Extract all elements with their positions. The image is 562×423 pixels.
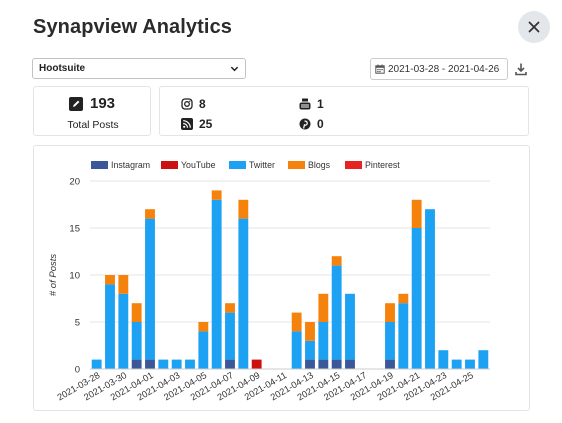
download-icon[interactable]: [514, 62, 528, 76]
chevron-down-icon: [230, 66, 239, 72]
total-posts-label: Total Posts: [67, 119, 119, 131]
bar-segment: [438, 350, 449, 369]
bar-segment: [305, 340, 315, 360]
legend-swatch: [91, 161, 108, 169]
bar-segment: [145, 359, 155, 369]
bar-segment: [251, 359, 262, 369]
bar-segment: [305, 322, 315, 341]
total-posts-count: 193: [90, 95, 116, 112]
y-axis-label: # of Posts: [48, 254, 59, 296]
bar-segment: [105, 284, 115, 369]
bar-segment: [345, 293, 355, 360]
bar-segment: [385, 322, 395, 360]
bar-segment: [331, 256, 342, 266]
bar-segment: [331, 265, 342, 360]
bar-segment: [211, 190, 222, 200]
close-icon: [528, 21, 540, 33]
bar-segment: [478, 350, 489, 369]
y-tick-label: 15: [69, 224, 80, 235]
bar-segment: [318, 359, 329, 369]
bar-segment: [171, 359, 182, 369]
pencil-icon: [69, 96, 83, 111]
instagram-count: 8: [181, 97, 206, 111]
close-button[interactable]: [518, 11, 550, 43]
bar-segment: [225, 303, 235, 313]
bar-segment: [225, 359, 235, 369]
bar-segment: [411, 199, 422, 228]
rss-count: 25: [181, 117, 212, 131]
legend-label: Pinterest: [365, 160, 400, 170]
bar-segment: [185, 359, 195, 369]
bar-segment: [238, 218, 249, 369]
bar-segment: [345, 359, 355, 369]
bar-segment: [91, 359, 102, 369]
bar-segment: [198, 322, 209, 332]
legend-swatch: [345, 161, 362, 169]
bar-segment: [411, 228, 422, 369]
calendar-icon: [375, 64, 385, 74]
y-tick-label: 10: [69, 271, 80, 282]
bar-segment: [131, 359, 142, 369]
bar-segment: [158, 359, 169, 369]
legend-swatch: [161, 161, 178, 169]
bar-segment: [318, 293, 329, 322]
bar-segment: [118, 275, 129, 294]
pinterest-count: 0: [299, 117, 324, 131]
youtube-count: 1: [299, 97, 324, 111]
bar-segment: [425, 209, 435, 369]
date-range-value: 2021-03-28 - 2021-04-26: [388, 63, 500, 75]
account-select-value: Hootsuite: [39, 63, 86, 74]
bar-segment: [318, 322, 329, 360]
bar-segment: [291, 331, 302, 369]
legend-label: Instagram: [111, 160, 150, 170]
legend-swatch: [288, 161, 305, 169]
bar-segment: [385, 303, 395, 322]
date-range-input[interactable]: 2021-03-28 - 2021-04-26: [370, 58, 508, 80]
bar-segment: [331, 359, 342, 369]
legend-label: YouTube: [181, 160, 216, 170]
bar-segment: [145, 209, 155, 219]
bar-segment: [238, 199, 249, 219]
account-select[interactable]: Hootsuite: [32, 58, 246, 79]
bar-segment: [465, 359, 475, 369]
pinterest-icon: [299, 118, 311, 130]
bar-segment: [105, 275, 115, 285]
source-counts-card: 8 1 25 0: [159, 86, 529, 136]
posts-chart-card: 0 5 10 15 20 # of Posts 2021-03-28 2021-03-30 20…: [33, 145, 530, 411]
bar-segment: [131, 303, 142, 322]
bar-segment: [225, 312, 235, 360]
modal-title: Synapview Analytics: [33, 16, 233, 38]
bar-segment: [131, 322, 142, 360]
legend-label: Blogs: [308, 160, 331, 170]
bar-segment: [305, 359, 315, 369]
bar-segment: [398, 303, 409, 369]
bar-segment: [398, 293, 409, 304]
bar-segment: [211, 199, 222, 369]
total-posts-card: 193 Total Posts: [33, 86, 151, 136]
y-tick-label: 0: [75, 365, 80, 376]
bar-segment: [145, 218, 155, 360]
bar-segment: [385, 359, 395, 369]
legend-swatch: [229, 161, 246, 169]
instagram-icon: [181, 98, 193, 110]
y-tick-label: 5: [75, 318, 80, 329]
bar-segment: [118, 293, 129, 369]
bar-segment: [198, 331, 209, 369]
bar-segment: [451, 359, 462, 369]
legend-label: Twitter: [249, 160, 275, 170]
y-tick-label: 20: [69, 177, 80, 188]
bar-segment: [291, 312, 302, 332]
rss-icon: [181, 118, 193, 130]
youtube-icon: [299, 98, 311, 110]
